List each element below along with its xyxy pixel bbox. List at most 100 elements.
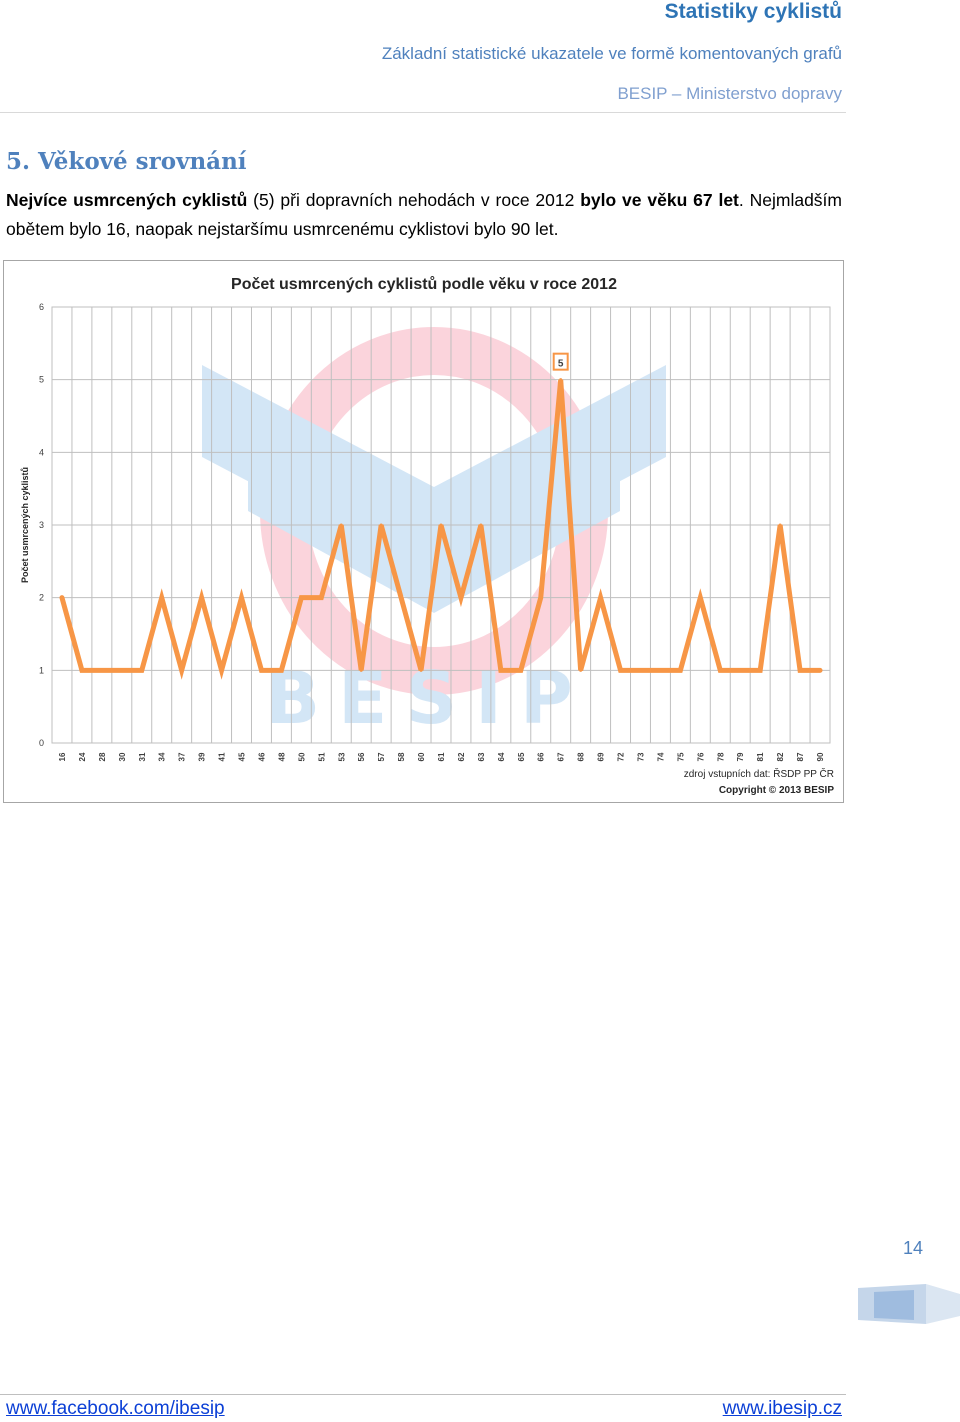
section-paragraph: Nejvíce usmrcených cyklistů (5) při dopr… [6, 186, 842, 244]
data-point [120, 668, 124, 672]
data-point [339, 523, 343, 527]
data-point [499, 668, 503, 672]
x-tick-label: 69 [597, 752, 606, 761]
x-tick-label: 87 [796, 752, 805, 761]
data-point [519, 668, 523, 672]
x-tick-label: 16 [58, 752, 67, 761]
x-tick-label: 58 [397, 752, 406, 761]
x-tick-label: 81 [756, 752, 765, 761]
data-point [319, 596, 323, 600]
data-point [579, 668, 583, 672]
x-tick-label: 78 [716, 752, 725, 761]
x-tick-label: 46 [257, 752, 266, 761]
x-tick-label: 61 [437, 752, 446, 761]
y-tick-label: 3 [39, 520, 44, 530]
y-axis-title: Počet usmrcených cyklistů [20, 467, 30, 583]
peak-label-box [552, 352, 569, 371]
y-tick-label: 4 [39, 447, 44, 457]
x-tick-label: 67 [557, 752, 566, 761]
peak-data-label: 5 [558, 359, 564, 370]
data-point [658, 668, 662, 672]
y-tick-label: 2 [39, 593, 44, 603]
x-tick-label: 79 [736, 752, 745, 761]
data-point [279, 668, 283, 672]
y-tick-label: 5 [39, 375, 44, 385]
data-point [678, 668, 682, 672]
data-point [200, 596, 204, 600]
section-title: 5. Věkové srovnání [6, 148, 247, 175]
x-tick-label: 75 [676, 752, 685, 761]
data-point [539, 596, 543, 600]
website-link[interactable]: www.ibesip.cz [722, 1398, 842, 1419]
x-tick-label: 63 [477, 752, 486, 761]
paragraph-bold-1: Nejvíce usmrcených cyklistů [6, 190, 248, 210]
data-point [379, 523, 383, 527]
paragraph-text-1: (5) při dopravních nehodách v roce 2012 [247, 190, 581, 210]
document-organization: BESIP – Ministerstvo dopravy [617, 84, 842, 103]
x-tick-label: 53 [337, 752, 346, 761]
x-tick-label: 66 [537, 752, 546, 761]
data-point [240, 596, 244, 600]
x-tick-label: 34 [158, 752, 167, 761]
data-point [798, 668, 802, 672]
page-number: 14 [902, 1238, 923, 1258]
data-point [100, 668, 104, 672]
footer-divider [0, 1394, 846, 1395]
x-tick-label: 24 [78, 752, 87, 761]
document-title: Statistiky cyklistů [664, 0, 842, 23]
watermark-shape [260, 327, 608, 695]
data-point [559, 378, 563, 382]
x-tick-label: 68 [577, 752, 586, 761]
x-tick-label: 50 [297, 752, 306, 761]
data-point [439, 523, 443, 527]
data-point [818, 668, 822, 672]
data-point [299, 596, 303, 600]
x-tick-label: 28 [98, 752, 107, 761]
x-tick-label: 90 [816, 752, 825, 761]
data-point [479, 523, 483, 527]
chart-source: zdroj vstupních dat: ŘSDP PP ČR [684, 767, 834, 780]
x-tick-label: 39 [198, 752, 207, 761]
data-point [220, 668, 224, 672]
x-tick-label: 64 [497, 752, 506, 761]
x-tick-label: 65 [517, 752, 526, 761]
data-point [140, 668, 144, 672]
x-tick-label: 37 [178, 752, 187, 761]
data-point [80, 668, 84, 672]
x-tick-label: 45 [238, 752, 247, 761]
document-subtitle: Základní statistické ukazatele ve formě … [381, 44, 842, 63]
x-tick-label: 72 [617, 752, 626, 761]
data-point [60, 596, 64, 600]
data-point [160, 596, 164, 600]
watermark-shape [202, 365, 666, 579]
data-point [180, 668, 184, 672]
watermark-text: BESIP [265, 656, 590, 740]
y-tick-label: 0 [39, 738, 44, 748]
paragraph-bold-2: bylo ve věku 67 let [580, 190, 739, 210]
x-tick-label: 73 [636, 752, 645, 761]
data-point [698, 596, 702, 600]
x-tick-label: 62 [457, 752, 466, 761]
data-point [599, 596, 603, 600]
data-point [259, 668, 263, 672]
x-tick-label: 57 [377, 752, 386, 761]
data-point [778, 523, 782, 527]
x-tick-label: 31 [138, 752, 147, 761]
data-point [638, 668, 642, 672]
y-tick-label: 1 [39, 665, 44, 675]
data-point [459, 596, 463, 600]
y-tick-label: 6 [39, 302, 44, 312]
data-point [419, 668, 423, 672]
chart-frame: BESIP 0 1 2 3 4 5 6 16 24 28 30 31 34 37 39 41 45 46 48 50 51… [3, 260, 844, 803]
facebook-link[interactable]: www.facebook.com/ibesip [6, 1398, 225, 1419]
data-point [738, 668, 742, 672]
x-tick-label: 56 [357, 752, 366, 761]
data-point [359, 668, 363, 672]
data-point [758, 668, 762, 672]
data-point [399, 596, 403, 600]
x-tick-label: 48 [277, 752, 286, 761]
x-tick-label: 41 [218, 752, 227, 761]
x-tick-label: 30 [118, 752, 127, 761]
page-corner-decoration [858, 1284, 960, 1324]
